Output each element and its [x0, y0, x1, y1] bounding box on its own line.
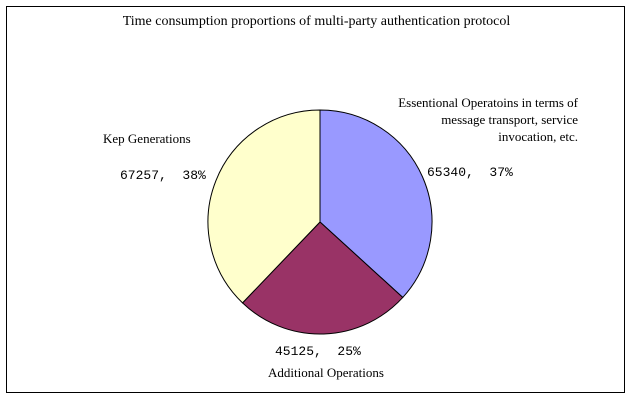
slice-label-kep-generations: Kep Generations — [103, 131, 191, 146]
slice-value-essential-ops: 65340, 37% — [427, 165, 513, 180]
pie-slice-kep-generations — [207, 109, 321, 304]
pie-slice-additional-ops — [241, 221, 404, 335]
chart-title: Time consumption proportions of multi-pa… — [122, 14, 511, 29]
slice-value-kep-generations: 67257, 38% — [120, 168, 206, 183]
slice-label-additional-ops: Additional Operations — [268, 365, 384, 380]
pie-slice-essential-ops — [319, 109, 433, 299]
slice-value-additional-ops: 45125, 25% — [275, 344, 361, 359]
slice-label-essential-ops: Essentional Operatoins in terms of messa… — [398, 95, 578, 144]
